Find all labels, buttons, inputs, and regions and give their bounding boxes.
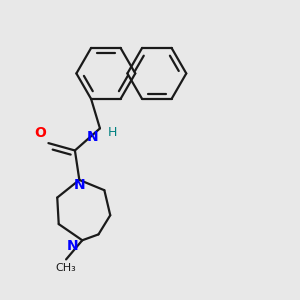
Text: N: N [86, 130, 98, 144]
Text: CH₃: CH₃ [56, 263, 76, 273]
Text: N: N [74, 178, 86, 192]
Text: O: O [34, 126, 46, 140]
Text: N: N [67, 239, 79, 253]
Text: H: H [107, 126, 117, 139]
